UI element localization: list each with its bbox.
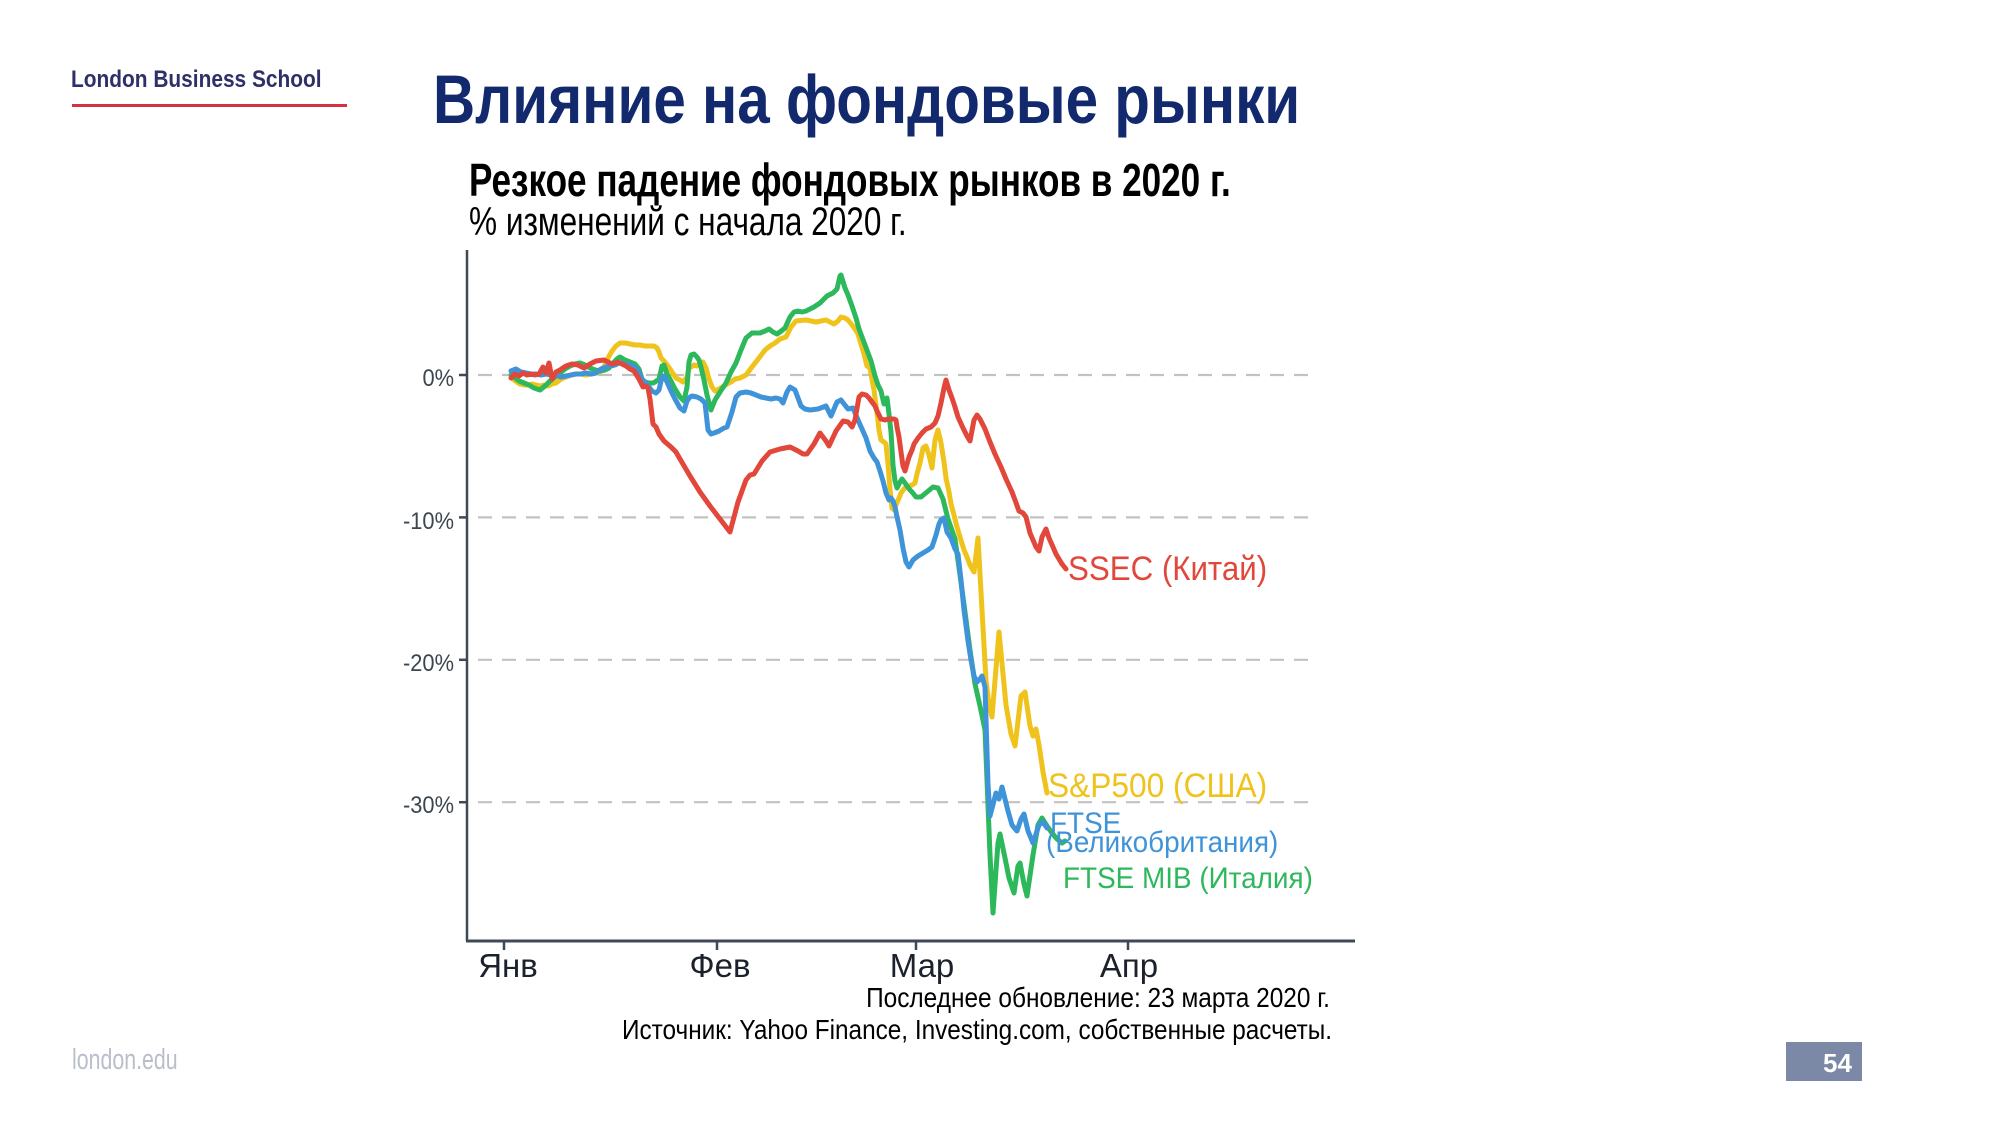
svg-text:SSEC (Китай): SSEC (Китай) <box>1068 549 1267 588</box>
svg-text:Фев: Фев <box>690 947 751 984</box>
svg-text:S&P500 (США): S&P500 (США) <box>1048 766 1267 804</box>
svg-text:FTSE MIB (Италия): FTSE MIB (Италия) <box>1063 862 1313 895</box>
svg-text:Янв: Янв <box>478 947 538 984</box>
svg-text:FTSE: FTSE <box>1050 807 1121 840</box>
svg-text:(Великобритания): (Великобритания) <box>1046 826 1278 859</box>
svg-text:-20%: -20% <box>403 649 454 676</box>
svg-text:0%: 0% <box>422 364 454 391</box>
svg-text:Мар: Мар <box>890 947 955 984</box>
svg-text:-10%: -10% <box>403 507 454 534</box>
svg-text:-30%: -30% <box>403 791 454 818</box>
svg-text:Апр: Апр <box>1100 947 1158 984</box>
